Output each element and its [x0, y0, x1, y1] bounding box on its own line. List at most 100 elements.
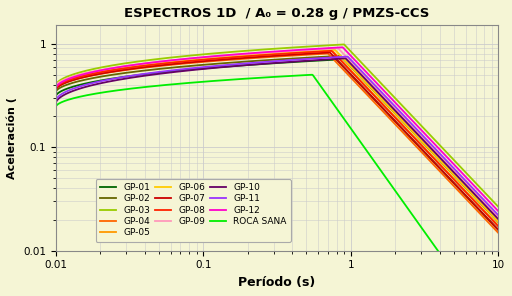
- GP-10: [53, 102, 59, 105]
- GP-05: [131, 65, 137, 68]
- GP-11: [387, 99, 393, 103]
- GP-05: [349, 70, 355, 73]
- GP-10: [496, 218, 502, 221]
- GP-04: [166, 63, 173, 67]
- GP-09: [349, 61, 355, 65]
- GP-01: [496, 228, 502, 232]
- GP-10: [313, 58, 319, 62]
- GP-03: [253, 48, 259, 52]
- ROCA SANA: [458, 280, 464, 284]
- Line: GP-06: GP-06: [56, 50, 499, 222]
- GP-08: [253, 54, 259, 57]
- Line: GP-01: GP-01: [56, 59, 499, 230]
- GP-08: [53, 87, 59, 91]
- GP-11: [349, 59, 355, 63]
- GP-05: [496, 224, 502, 227]
- GP-01: [53, 94, 59, 98]
- GP-02: [387, 106, 393, 110]
- Legend: GP-01, GP-02, GP-03, GP-04, GP-05, GP-06, GP-07, GP-08, GP-09, GP-10, GP-11, GP-: GP-01, GP-02, GP-03, GP-04, GP-05, GP-06…: [96, 179, 291, 242]
- GP-04: [313, 52, 319, 56]
- GP-02: [349, 66, 355, 70]
- GP-06: [349, 66, 355, 70]
- GP-09: [313, 48, 319, 51]
- Y-axis label: Aceleración (: Aceleración (: [7, 97, 17, 179]
- Line: GP-05: GP-05: [56, 51, 499, 226]
- GP-08: [313, 50, 319, 54]
- GP-03: [313, 44, 319, 48]
- GP-08: [387, 110, 393, 114]
- GP-01: [387, 114, 393, 118]
- GP-05: [313, 50, 319, 54]
- GP-01: [253, 63, 259, 66]
- ROCA SANA: [349, 128, 355, 132]
- GP-07: [53, 89, 59, 92]
- GP-11: [253, 61, 259, 64]
- GP-04: [496, 231, 502, 235]
- ROCA SANA: [131, 86, 137, 90]
- GP-06: [166, 60, 173, 63]
- GP-03: [341, 43, 347, 46]
- Line: GP-02: GP-02: [56, 56, 499, 222]
- GP-03: [166, 56, 173, 59]
- GP-08: [496, 225, 502, 229]
- Line: GP-07: GP-07: [56, 52, 499, 230]
- GP-10: [131, 75, 137, 79]
- GP-08: [166, 61, 173, 65]
- GP-11: [313, 57, 319, 60]
- GP-10: [166, 71, 173, 74]
- GP-07: [253, 55, 259, 59]
- GP-12: [131, 63, 137, 67]
- ROCA SANA: [166, 83, 173, 86]
- GP-01: [166, 70, 173, 73]
- ROCA SANA: [314, 80, 321, 83]
- GP-08: [349, 71, 355, 74]
- GP-02: [337, 54, 344, 58]
- GP-03: [496, 205, 502, 209]
- GP-07: [387, 114, 393, 118]
- GP-04: [387, 117, 393, 120]
- GP-05: [166, 61, 173, 65]
- GP-04: [325, 52, 331, 55]
- Line: GP-12: GP-12: [56, 47, 499, 211]
- GP-04: [131, 67, 137, 71]
- Title: ESPECTROS 1D  / A₀ = 0.28 g / PMZS-CCS: ESPECTROS 1D / A₀ = 0.28 g / PMZS-CCS: [124, 7, 430, 20]
- GP-07: [166, 62, 173, 66]
- GP-02: [253, 59, 259, 63]
- GP-09: [496, 215, 502, 219]
- GP-06: [313, 49, 319, 53]
- GP-08: [328, 49, 334, 53]
- GP-02: [313, 55, 319, 59]
- GP-09: [387, 101, 393, 104]
- GP-06: [496, 220, 502, 224]
- GP-01: [313, 59, 319, 62]
- GP-08: [131, 65, 137, 69]
- GP-12: [313, 47, 319, 51]
- GP-03: [349, 51, 355, 55]
- Line: ROCA SANA: ROCA SANA: [56, 75, 499, 282]
- ROCA SANA: [309, 73, 315, 76]
- GP-09: [131, 63, 137, 67]
- Line: GP-04: GP-04: [56, 54, 499, 233]
- ROCA SANA: [387, 181, 393, 185]
- GP-06: [331, 48, 337, 52]
- GP-12: [339, 46, 346, 49]
- GP-06: [53, 84, 59, 88]
- ROCA SANA: [496, 280, 502, 284]
- GP-07: [131, 67, 137, 70]
- ROCA SANA: [53, 105, 59, 109]
- GP-04: [253, 56, 259, 60]
- GP-09: [335, 46, 341, 50]
- GP-01: [333, 58, 339, 61]
- Line: GP-11: GP-11: [56, 57, 499, 215]
- GP-12: [253, 51, 259, 54]
- GP-07: [326, 51, 332, 54]
- GP-12: [496, 210, 502, 213]
- GP-05: [387, 110, 393, 113]
- GP-12: [166, 59, 173, 62]
- Line: GP-10: GP-10: [56, 58, 499, 219]
- Line: GP-08: GP-08: [56, 51, 499, 227]
- GP-04: [53, 88, 59, 91]
- GP-10: [349, 63, 355, 67]
- GP-06: [253, 53, 259, 56]
- GP-11: [131, 73, 137, 77]
